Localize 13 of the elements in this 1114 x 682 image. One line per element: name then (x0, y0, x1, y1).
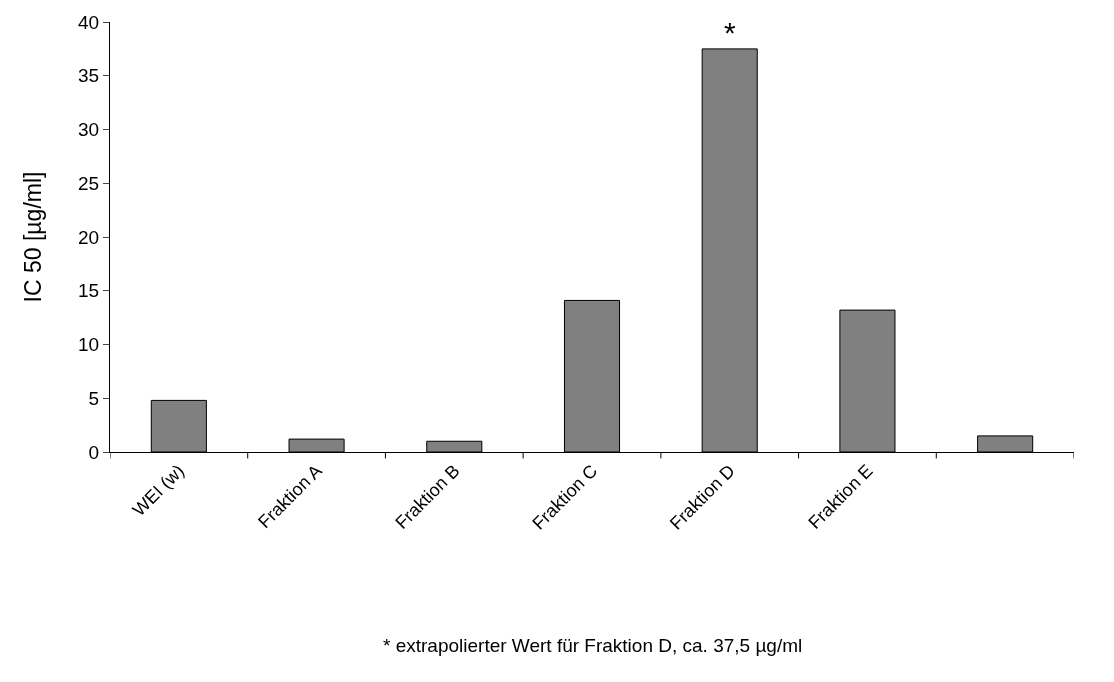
y-tick-label: 0 (88, 441, 100, 463)
text: * extrapolierter Wert für Fraktion D, ca. 37,5 µg/ml (383, 635, 803, 656)
y-tick-label: 10 (78, 334, 100, 356)
y-tick-label: 30 (78, 119, 100, 141)
x-tick-label: WEI (w) (128, 460, 189, 521)
y-tick-label: 25 (78, 172, 100, 194)
y-tick-label: 35 (78, 65, 100, 87)
y-axis-title: IC 50 [µg/ml] (19, 171, 46, 303)
y-tick-label: 5 (88, 387, 100, 409)
y-tick-label: 15 (78, 280, 100, 302)
y-tick-label: 20 (78, 226, 100, 248)
y-tick-label: 40 (78, 11, 100, 33)
annotation: * (724, 16, 736, 49)
